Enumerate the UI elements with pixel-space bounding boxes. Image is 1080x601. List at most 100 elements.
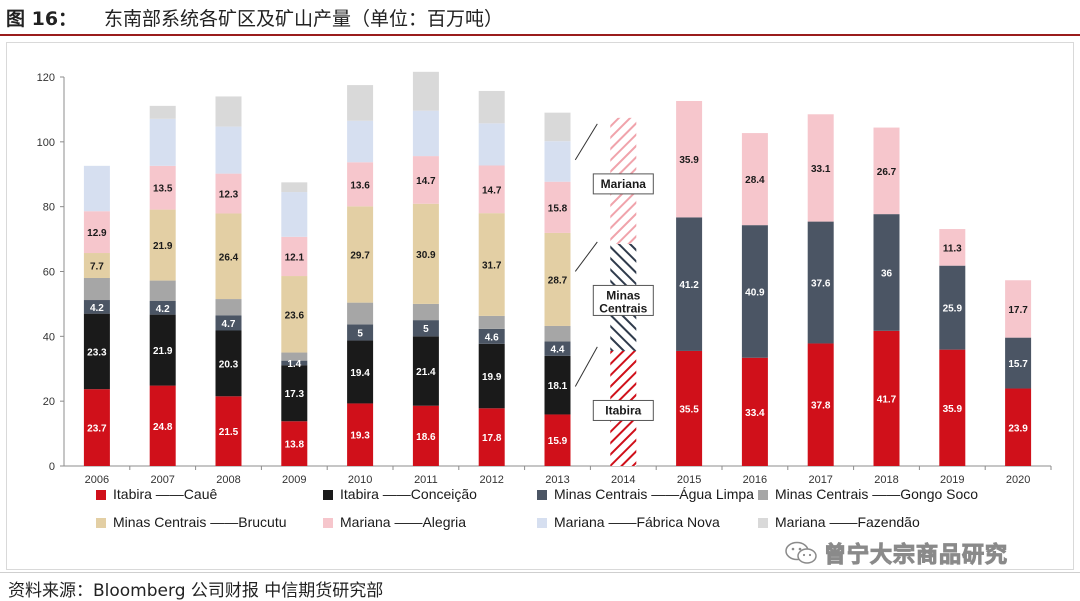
data-label: 14.7 (482, 185, 502, 196)
data-label: 15.7 (1008, 359, 1028, 370)
data-label: 13.6 (350, 180, 370, 191)
data-label: 7.7 (90, 262, 104, 273)
data-label: 41.7 (877, 394, 897, 405)
watermark: 曾宁大宗商品研究 (784, 538, 1008, 569)
bar-segment (83, 313, 110, 390)
y-tick-label: 80 (43, 202, 55, 214)
bar-segment (149, 105, 176, 119)
annotation-box (592, 399, 654, 421)
header-divider (0, 34, 1080, 36)
x-tick-label: 2010 (348, 474, 372, 486)
annotation-label: Mariana (601, 177, 647, 191)
annotation-leader-line (574, 123, 598, 161)
data-label: 24.8 (153, 422, 173, 433)
bar-segment (478, 123, 505, 166)
bar-segment (83, 165, 110, 212)
bar-segment (412, 203, 439, 304)
data-label: 31.7 (482, 261, 502, 272)
data-label: 26.7 (877, 167, 897, 178)
bar-segment (281, 360, 308, 366)
bar-segment (83, 300, 110, 314)
bar-segment (347, 120, 374, 163)
bar-segment (412, 71, 439, 111)
bar-segment (478, 315, 505, 329)
data-label: 11.3 (943, 243, 962, 254)
bar-segment (215, 299, 242, 316)
annotation-leader-line (574, 241, 598, 272)
bar-segment (412, 110, 439, 157)
data-label: 14.7 (416, 176, 436, 187)
bar-segment (412, 405, 439, 466)
bar-segment (478, 165, 505, 214)
data-label: 13.8 (285, 440, 305, 451)
x-tick-label: 2017 (808, 474, 832, 486)
legend-label: Itabira ——Conceição (340, 486, 477, 502)
data-label: 13.5 (153, 184, 173, 195)
y-tick-label: 60 (43, 267, 55, 279)
data-label: 26.4 (219, 252, 239, 263)
x-tick-label: 2020 (1006, 474, 1030, 486)
legend-label: Mariana ——Alegria (340, 514, 466, 530)
bar-segment (807, 221, 834, 344)
annotation-leader-line (574, 346, 598, 387)
chart-data-labels: 23.7 23.3 4.2 7.7 12.9 24.8 21.9 4.2 21.9 13.5 21.… (87, 155, 1028, 450)
bar-segment (478, 328, 505, 344)
bar-segment (1005, 280, 1032, 338)
bar-segment (544, 414, 571, 466)
legend-swatch (537, 490, 547, 500)
bar-segment (215, 173, 242, 214)
bar-segment (544, 341, 571, 356)
bar-segment (281, 352, 308, 361)
bar-segment (347, 340, 374, 404)
bar-segment (676, 217, 703, 351)
x-tick-label: 2013 (545, 474, 569, 486)
data-label: 35.9 (679, 155, 699, 166)
bar-segment (412, 336, 439, 406)
legend-swatch (96, 490, 106, 500)
bar-segment (412, 320, 439, 337)
data-label: 18.1 (548, 381, 568, 392)
bar-segment (83, 253, 110, 278)
bar-segment (807, 114, 834, 222)
bar-segment (741, 357, 768, 466)
legend-swatch (758, 490, 768, 500)
chart-frame (6, 42, 1074, 570)
data-label: 41.2 (679, 280, 699, 291)
source-note: 资料来源：Bloomberg 公司财报 中信期货研究部 (8, 581, 384, 601)
data-label: 19.4 (350, 368, 370, 379)
data-label: 36 (881, 268, 893, 279)
data-label: 12.3 (219, 190, 239, 201)
figure-label: 图 16： (6, 8, 78, 30)
annotation-box (592, 173, 654, 195)
data-label: 1.4 (287, 359, 301, 370)
bar-segment (281, 182, 308, 193)
legend-label: Minas Centrais ——Gongo Soco (775, 486, 978, 502)
bar-segment (149, 165, 176, 210)
figure-title: 东南部系统各矿区及矿山产量（单位：百万吨） (104, 8, 504, 30)
bar-segment (478, 213, 505, 316)
bar-segment (149, 209, 176, 281)
x-tick-label: 2009 (282, 474, 306, 486)
wechat-icon (785, 541, 817, 564)
bar-segment (412, 303, 439, 321)
data-label: 37.8 (811, 401, 831, 412)
bar-segment (544, 232, 571, 326)
data-label: 17.8 (482, 433, 502, 444)
data-label: 15.9 (548, 436, 568, 447)
data-label: 4.2 (90, 303, 104, 314)
data-label: 23.3 (87, 347, 107, 358)
bar-segment (478, 408, 505, 466)
data-label: 29.7 (350, 250, 370, 261)
data-label: 40.9 (745, 287, 765, 298)
bar-segment (347, 85, 374, 121)
bar-segment (873, 214, 900, 331)
bar-segment (281, 365, 308, 422)
bar-segment (1005, 388, 1032, 466)
bar-segment (149, 118, 176, 166)
data-label: 33.1 (811, 164, 831, 175)
bar-segment (544, 112, 571, 142)
bar-segment (281, 276, 308, 353)
data-label: 12.9 (87, 228, 107, 239)
data-label: 17.7 (1008, 305, 1028, 316)
